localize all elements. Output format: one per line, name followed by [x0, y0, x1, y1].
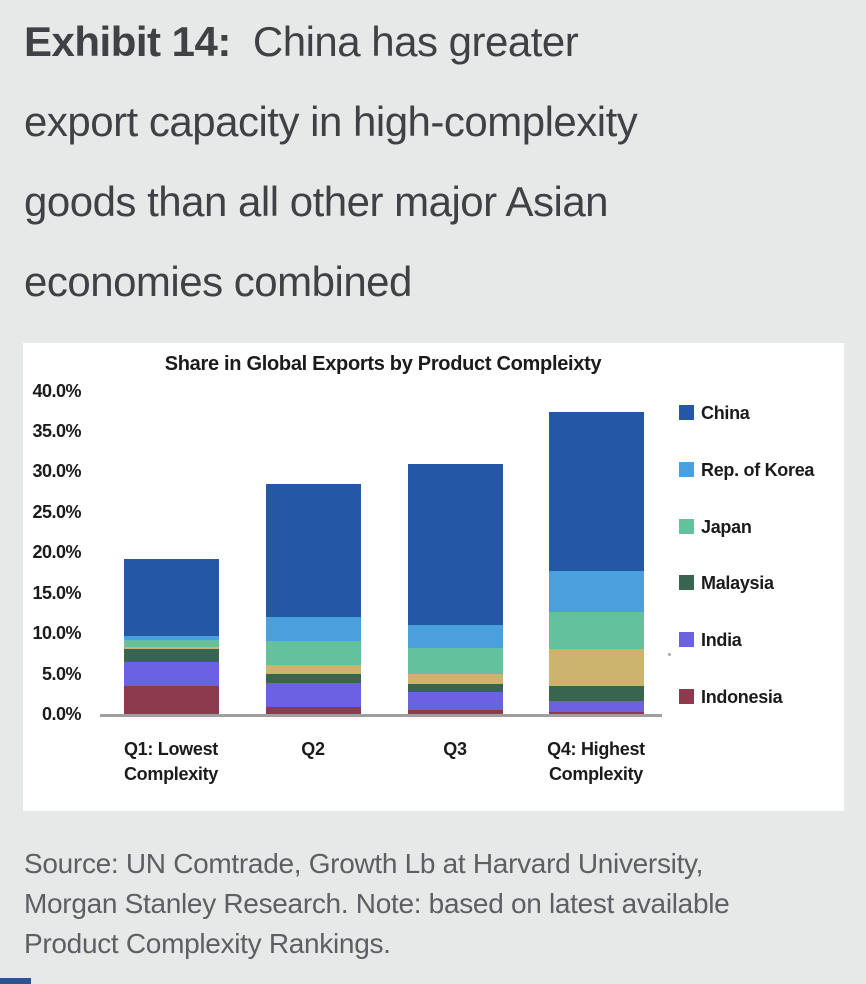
y-axis-tick-label: 0.0% [41, 704, 82, 724]
legend-swatch-japan [679, 519, 694, 534]
bar-segment-japan [407, 648, 503, 674]
bar-segment-unlabeled [123, 646, 219, 650]
bar-segment-indonesia [548, 712, 644, 714]
bar-segment-malaysia [265, 673, 361, 684]
x-axis-category-label: Q4: Highest Complexity [516, 737, 676, 787]
source-note: Source: UN Comtrade, Growth Lb at Harvar… [24, 844, 848, 964]
y-axis-tick-label: 20.0% [32, 542, 81, 563]
bar-segment-japan [265, 641, 361, 665]
stray-dot-artifact [668, 653, 671, 656]
chart-panel: Share in Global Exports by Product Compl… [23, 343, 844, 811]
legend-swatch-malaysia [679, 575, 694, 590]
bar-segment-unlabeled [265, 664, 361, 674]
y-axis-tick-label: 40.0% [32, 380, 81, 401]
bar-segment-unlabeled [407, 673, 503, 685]
x-axis-label-line: Complexity [123, 764, 219, 784]
exhibit-title-line: Exhibit 14: China has greater [24, 2, 848, 82]
exhibit-title-line: goods than all other major Asian [24, 178, 609, 225]
legend-swatch-indonesia [679, 689, 694, 704]
legend-label: Indonesia [701, 687, 783, 707]
bar-segment-china [265, 484, 361, 617]
bar-segment-china [123, 558, 219, 637]
x-axis-label-line: Q4: Highest [547, 739, 645, 759]
bar-segment-malaysia [123, 649, 219, 663]
legend-label: India [701, 630, 742, 650]
x-axis-label-line: Q1: Lowest [123, 739, 218, 759]
y-axis-tick-label: 35.0% [32, 420, 81, 441]
bar-segment-india [265, 683, 361, 707]
exhibit-title-line: economies combined [24, 258, 412, 305]
cropped-bottom-edge-element [0, 978, 31, 984]
legend-label: China [701, 403, 750, 423]
y-axis-tick-label: 5.0% [41, 663, 82, 684]
x-axis-line [100, 714, 662, 717]
x-axis-label-line: Q3 [443, 739, 467, 759]
y-axis-tick-label: 30.0% [32, 461, 81, 482]
bar-segment-japan [548, 612, 644, 650]
bar-segment-malaysia [407, 684, 503, 693]
legend-label: Japan [701, 517, 752, 537]
bar-segment-china [548, 411, 644, 571]
source-note-line: Morgan Stanley Research. Note: based on … [24, 888, 730, 919]
y-axis-tick-label: 10.0% [32, 623, 81, 644]
legend-swatch-rep-of-korea [679, 462, 694, 477]
source-note-line: Product Complexity Rankings. [24, 928, 391, 959]
legend-swatch-india [679, 632, 694, 647]
exhibit-number: Exhibit 14: [24, 18, 231, 65]
legend-label: Malaysia [701, 573, 774, 593]
x-axis-label-line: Complexity [548, 764, 644, 784]
y-axis-tick-label: 15.0% [32, 582, 81, 603]
legend-swatch-china [679, 405, 694, 420]
bar-segment-malaysia [548, 685, 644, 702]
bar-segment-rep-of-korea [548, 570, 644, 613]
bar-segment-rep-of-korea [407, 625, 503, 649]
x-axis-label-line: Q2 [301, 739, 325, 759]
exhibit-title-text: China has greater [252, 18, 579, 65]
bar-segment-china [407, 464, 503, 626]
bar-segment-japan [123, 640, 219, 647]
x-axis-category-label: Q1: Lowest Complexity [91, 737, 251, 787]
source-note-line: Source: UN Comtrade, Growth Lb at Harvar… [24, 848, 704, 879]
bar-segment-unlabeled [548, 649, 644, 686]
legend-label: Rep. of Korea [701, 460, 815, 480]
x-axis-category-label: Q2 [233, 737, 393, 762]
chart-title: Share in Global Exports by Product Compl… [164, 353, 602, 375]
bar-segment-indonesia [265, 706, 361, 714]
x-axis-category-label: Q3 [375, 737, 535, 762]
bar-segment-rep-of-korea [123, 636, 219, 641]
bar-segment-india [407, 692, 503, 710]
exhibit-title: Exhibit 14: China has greater export capa… [24, 2, 848, 322]
y-axis-tick-label: 25.0% [32, 501, 81, 522]
exhibit-title-line: export capacity in high-complexity [24, 98, 638, 145]
bar-segment-india [123, 662, 219, 686]
bar-segment-india [548, 701, 644, 713]
bar-segment-rep-of-korea [265, 616, 361, 642]
bar-segment-indonesia [123, 685, 219, 714]
bar-segment-indonesia [407, 709, 503, 714]
